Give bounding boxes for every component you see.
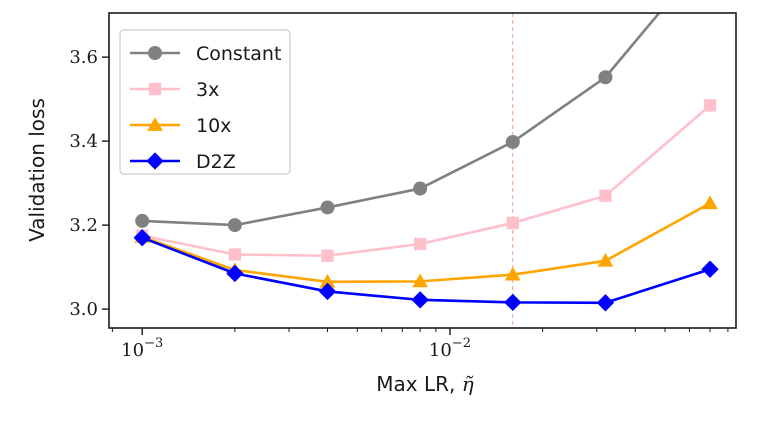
data-point — [413, 237, 427, 251]
x-tick-label-exponent: −3 — [144, 336, 163, 351]
data-point — [321, 249, 334, 262]
y-tick-label: 3.4 — [69, 131, 98, 152]
legend-entry: 3x — [130, 79, 219, 101]
series-d2z — [133, 229, 719, 312]
data-point — [702, 195, 718, 210]
data-point — [703, 99, 717, 112]
x-axis: 10−3 10−2 — [111, 328, 729, 361]
y-tick-label: 3.6 — [69, 47, 98, 68]
data-point — [319, 273, 336, 288]
data-point — [596, 294, 615, 312]
x-tick-label: 10−3 — [121, 336, 163, 361]
series-constant — [135, 13, 661, 233]
x-tick-label: 10−2 — [429, 336, 471, 361]
legend-label: Constant — [196, 43, 281, 65]
data-point — [411, 291, 429, 309]
x-tick-label-base: 10 — [121, 340, 144, 361]
data-point — [599, 189, 612, 202]
data-point — [504, 293, 522, 312]
y-axis: 3.0 3.2 3.4 3.6 — [69, 47, 109, 320]
data-point — [133, 229, 151, 247]
data-point — [413, 181, 428, 196]
series-layer — [133, 13, 719, 312]
legend-label: D2Z — [196, 151, 236, 173]
x-tick-label-exponent: −2 — [452, 336, 471, 351]
legend-label: 10x — [196, 115, 231, 137]
data-point — [505, 134, 520, 149]
plot-frame — [108, 12, 737, 329]
data-point — [226, 264, 244, 283]
data-point — [597, 252, 614, 267]
legend-entry: Constant — [130, 43, 281, 65]
data-point — [135, 213, 150, 228]
data-point — [598, 70, 613, 85]
data-point — [228, 248, 242, 261]
legend-box — [119, 29, 291, 175]
data-point — [227, 218, 242, 233]
legend-entries: Constant 3x 10x D2Z — [130, 43, 281, 173]
legend: Constant 3x 10x D2Z — [119, 29, 291, 175]
data-point — [320, 200, 335, 215]
x-axis-label: Max LR, η̃ — [376, 372, 473, 396]
legend-label: 3x — [196, 79, 219, 101]
x-tick-label-base: 10 — [429, 340, 452, 361]
legend-entry: D2Z — [130, 151, 236, 173]
legend-marker — [147, 117, 163, 131]
data-point — [318, 282, 337, 301]
y-tick-label: 3.2 — [69, 215, 98, 236]
data-point — [701, 260, 719, 278]
y-tick-label: 3.0 — [69, 299, 98, 320]
legend-marker — [146, 152, 164, 170]
legend-marker — [148, 82, 162, 96]
data-point — [506, 216, 519, 230]
legend-marker — [148, 46, 162, 60]
legend-entry: 10x — [130, 115, 231, 137]
x-axis-label-symbol: η̃ — [462, 372, 474, 396]
data-point — [412, 273, 428, 288]
x-axis-label-text: Max LR, — [376, 372, 461, 396]
y-axis-label: Validation loss — [25, 98, 49, 242]
data-point — [504, 266, 521, 281]
